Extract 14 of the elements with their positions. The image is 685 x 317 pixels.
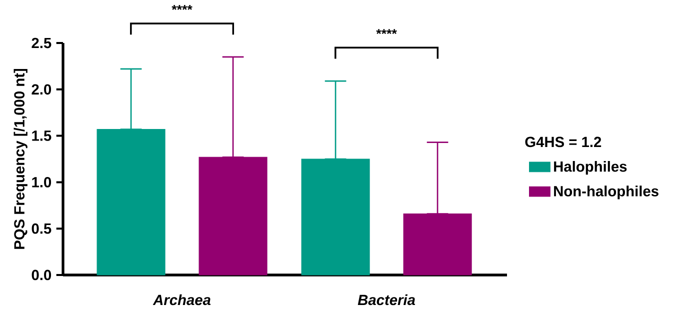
y-tick-label: 2.5 xyxy=(32,38,52,48)
legend-title: G4HS = 1.2 xyxy=(525,136,602,148)
y-tick-label: 1.0 xyxy=(32,177,52,188)
legend-label: Halophiles xyxy=(554,160,627,175)
y-tick-label: 1.5 xyxy=(32,130,52,141)
legend-label: Non-halophiles xyxy=(554,186,658,200)
text: **** xyxy=(172,4,192,10)
y-tick-label: 0.5 xyxy=(32,223,52,234)
y-tick-label: 0.0 xyxy=(32,270,52,280)
x-tick-label: Bacteria xyxy=(358,294,416,306)
y-axis-title: PQS Frequency [/1,000 nt] xyxy=(14,68,28,249)
y-tick-label: 2.0 xyxy=(32,84,52,95)
x-tick-label: Archaea xyxy=(152,294,211,306)
text: **** xyxy=(376,29,397,34)
